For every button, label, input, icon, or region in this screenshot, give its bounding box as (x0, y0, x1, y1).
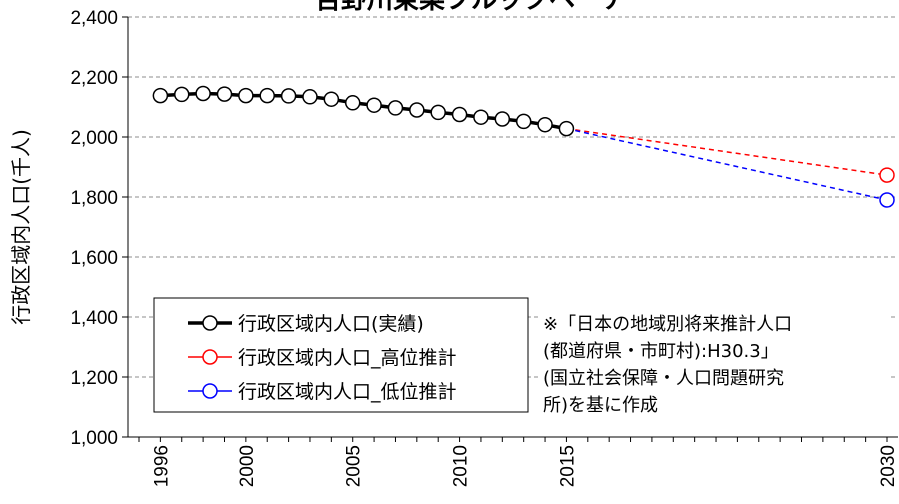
data-point (280, 88, 297, 104)
y-tick-label: 2,000 (70, 128, 118, 149)
legend-label-high: 行政区域内人口_高位推計 (238, 347, 457, 369)
data-point (344, 95, 361, 111)
x-tick-label: 2015 (557, 445, 578, 487)
legend-marker-high (202, 349, 218, 365)
data-point (323, 91, 340, 107)
legend-item-high: 行政区域内人口_高位推計 (188, 347, 457, 369)
data-point (473, 109, 489, 125)
series-group (152, 85, 895, 208)
y-tick-label: 1,000 (70, 428, 118, 449)
y-tick-label: 2,400 (70, 8, 118, 29)
data-point (879, 192, 895, 208)
x-tick-label: 2005 (344, 445, 365, 487)
data-point (451, 106, 468, 123)
data-point (515, 113, 532, 130)
legend: 行政区域内人口(実績) 行政区域内人口_高位推計 行政区域内人口_低位推計 (153, 297, 529, 413)
data-point (216, 86, 233, 102)
source-note-line-4: 所)を基に作成 (543, 395, 658, 416)
y-tick-label: 1,200 (70, 368, 118, 389)
x-tick-label: 2010 (451, 445, 472, 487)
y-tick-label: 1,600 (70, 248, 118, 269)
x-tick-labels: 1996 2000 2005 2010 2015 2030 (151, 445, 899, 487)
data-point (494, 111, 511, 127)
data-point (366, 97, 382, 113)
data-point (387, 100, 404, 116)
data-point (409, 102, 425, 118)
source-note-line-1: ※「日本の地域別将来推計人口 (543, 314, 792, 335)
source-note-background (540, 309, 888, 419)
legend-label-low: 行政区域内人口_低位推計 (238, 381, 457, 403)
data-point (537, 116, 553, 133)
y-tick-label: 1,800 (70, 188, 118, 209)
series-line (566, 127, 888, 176)
legend-item-low: 行政区域内人口_低位推計 (188, 381, 457, 403)
source-note-line-3: (国立社会保障・人口問題研究 (543, 368, 784, 389)
legend-marker-actual (202, 315, 218, 331)
data-point (173, 86, 190, 103)
y-tick-labels: 1,000 1,200 1,400 1,600 1,800 2,000 2,200 2,400 (70, 8, 118, 449)
source-note-line-2: (都道府県・市町村):H30.3」 (543, 341, 779, 362)
data-point (879, 167, 895, 183)
data-point (195, 85, 211, 102)
data-point (302, 89, 318, 105)
legend-item-actual: 行政区域内人口(実績) (188, 313, 424, 335)
x-tick-label: 2030 (878, 445, 899, 487)
data-point (152, 87, 169, 104)
x-tick-label: 2000 (237, 445, 258, 487)
data-point (259, 87, 275, 104)
legend-label-actual: 行政区域内人口(実績) (238, 313, 424, 335)
data-point (430, 104, 446, 121)
y-tick-label: 2,200 (70, 68, 118, 89)
y-tick-label: 1,400 (70, 308, 118, 329)
y-axis-label: 行政区域内人口(千人) (9, 129, 33, 325)
chart-title: 吉野川東菜ブルックヘーナ (315, 0, 627, 15)
series-line (566, 127, 888, 201)
legend-marker-low (202, 383, 218, 399)
data-point (558, 120, 575, 137)
data-point (238, 87, 254, 104)
x-tick-label: 1996 (151, 445, 172, 487)
axes (122, 16, 898, 442)
source-note: ※「日本の地域別将来推計人口 (都道府県・市町村):H30.3」 (国立社会保障… (540, 309, 888, 419)
